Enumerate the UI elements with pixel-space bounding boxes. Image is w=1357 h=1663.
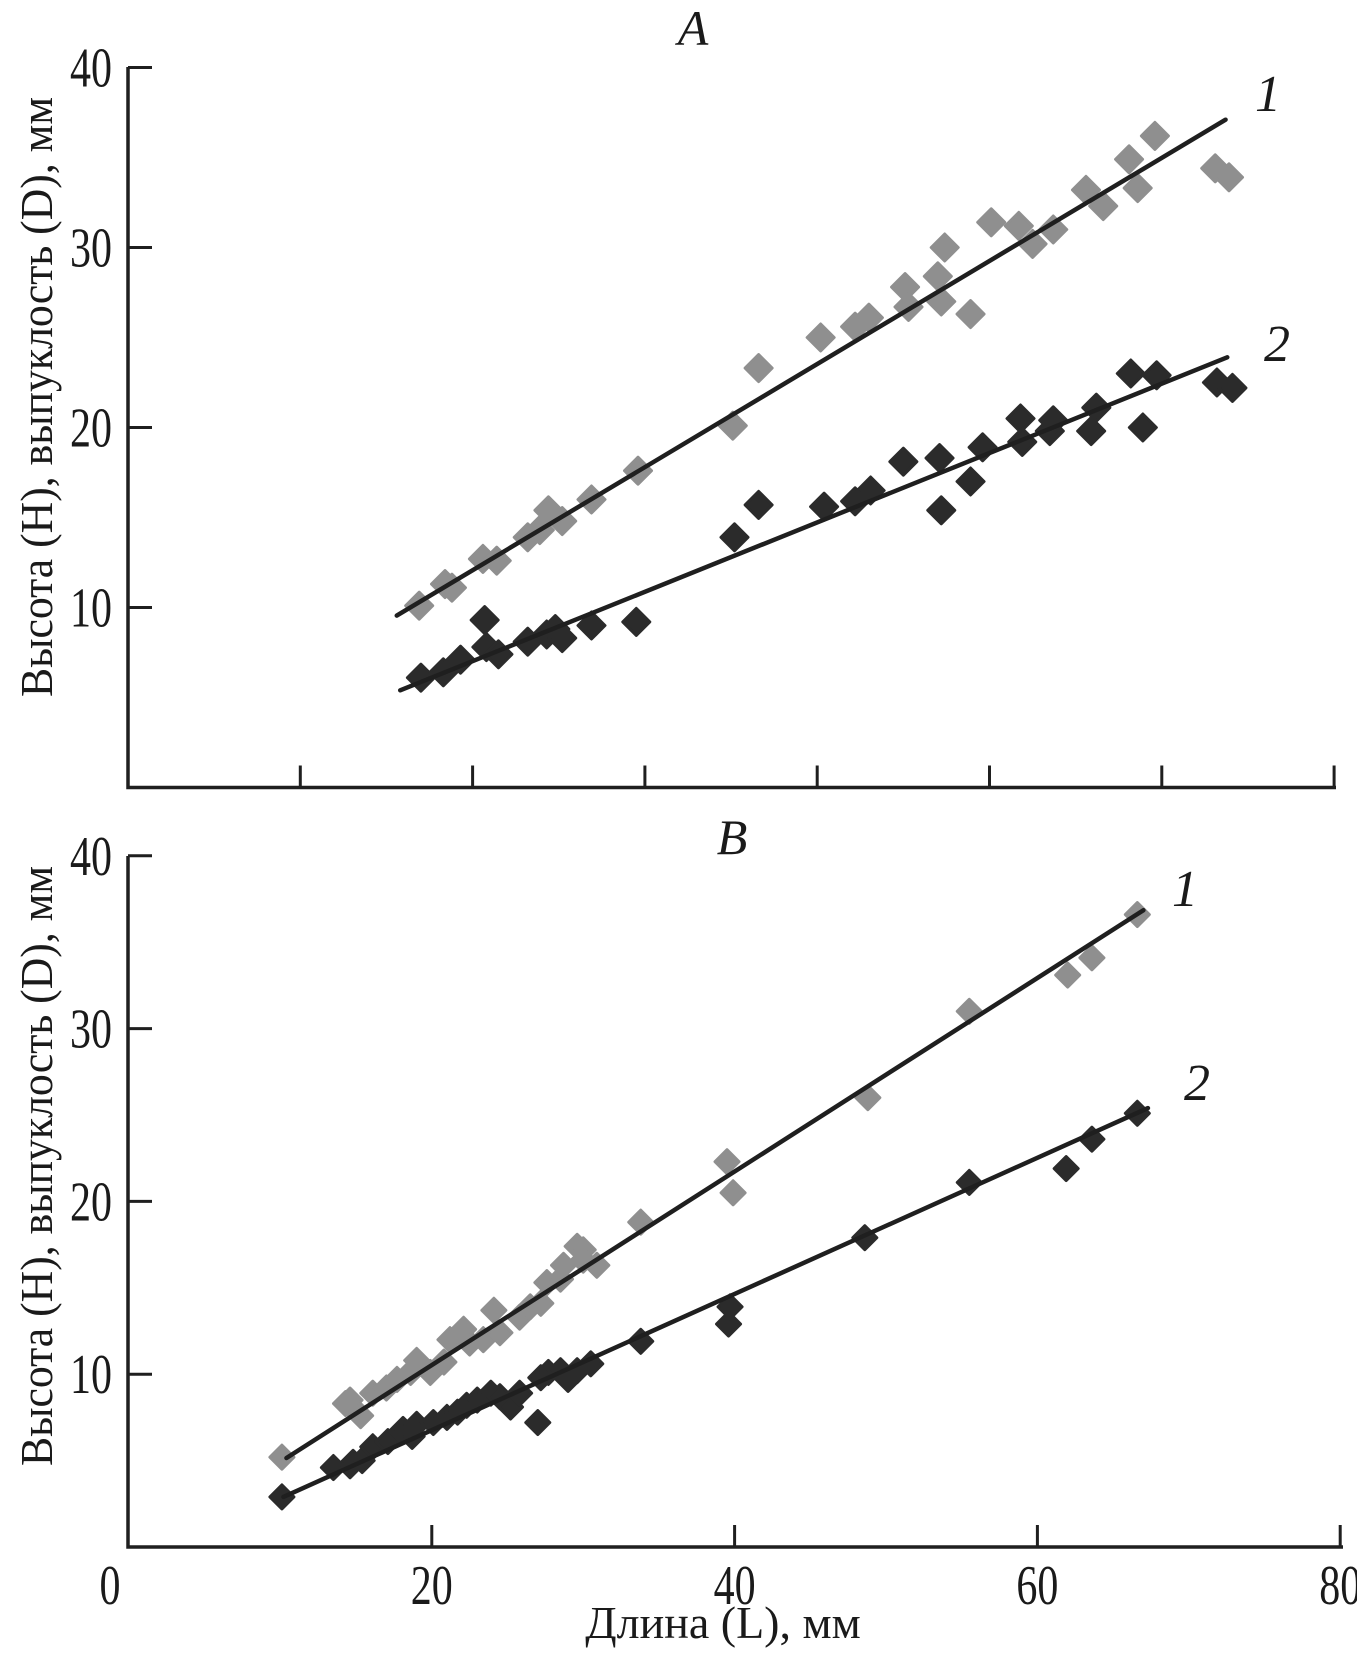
y-tick-label: 10 [70, 578, 112, 640]
panel-a-y-axis-title: Высота (H), выпуклость (D), мм [11, 97, 62, 697]
data-point [719, 1179, 747, 1207]
panels-layer: 10 20 30 40 10 20 30 40 0 20 40 60 80 [70, 38, 1357, 1618]
data-point [955, 466, 986, 497]
data-point [469, 605, 500, 636]
trend-line-2 [397, 355, 1230, 693]
data-point [926, 495, 957, 526]
data-point [1214, 162, 1244, 193]
data-point [524, 1409, 552, 1437]
series-1-points [268, 901, 1151, 1471]
axis-lines [126, 856, 1343, 1549]
panel-a: 10 20 30 40 [70, 38, 1336, 790]
panel-a-title: A [675, 0, 709, 56]
x-tick-label: 60 [1016, 1555, 1058, 1617]
y-tick-label: 10 [70, 1344, 112, 1406]
data-point [743, 353, 774, 384]
data-point [955, 299, 986, 330]
data-point [1201, 367, 1232, 398]
data-point [1038, 214, 1069, 245]
panel-a-series-2-label: 2 [1264, 316, 1290, 373]
x-tick-label: 20 [411, 1555, 453, 1617]
x-tick-label: 0 [100, 1555, 121, 1617]
panel-a-series-1-label: 1 [1255, 66, 1281, 123]
data-point [929, 232, 960, 263]
data-point [576, 610, 607, 641]
y-tick-label: 20 [70, 1171, 112, 1233]
axis-lines [126, 67, 1336, 790]
data-point [743, 489, 774, 520]
panel-b-series-1-label: 1 [1172, 861, 1198, 918]
x-tick-label: 40 [714, 1555, 756, 1617]
x-tick-label: 80 [1319, 1555, 1357, 1617]
data-point [1054, 961, 1082, 989]
data-point [888, 446, 919, 477]
trend-line-2 [281, 1105, 1151, 1500]
panel-b-title: B [717, 809, 748, 865]
data-point [430, 1348, 458, 1376]
y-tick-label: 30 [70, 218, 112, 280]
y-tick-label: 40 [70, 826, 112, 888]
panel-b: 10 20 30 40 0 20 40 60 80 [70, 826, 1357, 1617]
data-point [1114, 144, 1145, 175]
data-point [547, 623, 578, 654]
data-point [1139, 120, 1170, 151]
data-point [1217, 372, 1248, 403]
y-tick-label: 40 [70, 38, 112, 100]
data-point [1005, 403, 1036, 434]
data-point [719, 522, 750, 553]
x-axis-title: Длина (L), мм [585, 1597, 860, 1648]
panel-b-y-axis-title: Высота (H), выпуклость (D), мм [11, 866, 62, 1466]
data-point [1076, 416, 1107, 447]
series-1-points [404, 120, 1244, 621]
y-tick-label: 30 [70, 999, 112, 1061]
data-point [347, 1402, 375, 1430]
data-point [715, 1310, 743, 1338]
data-point [805, 322, 836, 353]
data-point [1078, 944, 1106, 972]
data-point [583, 1251, 611, 1279]
data-point [955, 1168, 983, 1196]
trend-line-1 [394, 117, 1228, 618]
trend-line-1 [284, 907, 1146, 1461]
data-point [621, 606, 652, 637]
data-point [976, 207, 1007, 238]
data-point [480, 1296, 508, 1324]
data-point [1003, 210, 1034, 241]
data-point [336, 1386, 364, 1414]
data-point [547, 506, 578, 537]
panel-b-series-2-label: 2 [1184, 1055, 1210, 1112]
y-tick-label: 20 [70, 398, 112, 460]
data-point [1122, 173, 1153, 204]
data-point [1127, 412, 1158, 443]
data-point [1052, 1155, 1080, 1183]
data-point [713, 1148, 741, 1176]
data-point [1115, 358, 1146, 389]
